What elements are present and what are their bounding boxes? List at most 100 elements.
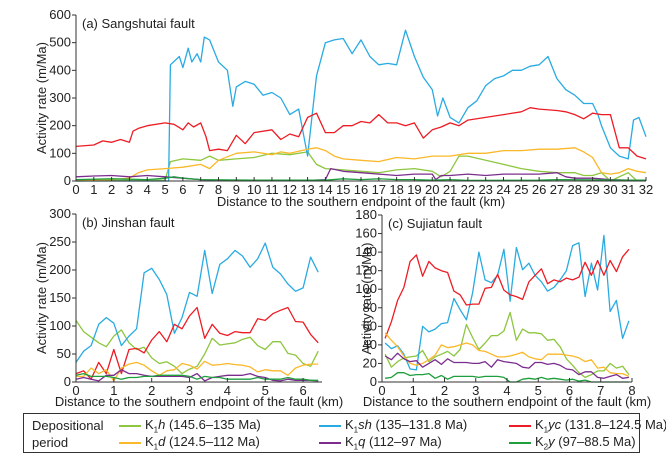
x-tick-label-a: 30 <box>603 182 617 197</box>
x-tick-label-b: 1 <box>110 383 117 398</box>
x-axis-label-a: Distance to the southern endpoint of the… <box>217 194 505 209</box>
y-tick-label-c: 160 <box>355 226 377 241</box>
y-tick-label-b: 150 <box>49 290 71 305</box>
x-axis-label-b: Distance to the southern endpoint of the… <box>55 394 343 409</box>
x-tick-label-b: 6 <box>299 383 306 398</box>
x-tick-label-b: 5 <box>262 383 269 398</box>
x-tick-label-b: 2 <box>148 383 155 398</box>
legend-item-K2y: K2y (97–88.5 Ma) <box>509 434 636 452</box>
legend-swatch <box>319 441 341 444</box>
x-tick-label-a: 19 <box>407 182 421 197</box>
y-tick-label-a: 100 <box>49 145 71 160</box>
x-tick-label-a: 9 <box>233 182 240 197</box>
x-tick-label-a: 23 <box>478 182 492 197</box>
x-tick-label-a: 29 <box>585 182 599 197</box>
y-tick-label-a: 500 <box>49 35 71 50</box>
y-tick-label-b: 300 <box>49 206 71 221</box>
legend-label: K2y (97–88.5 Ma) <box>535 434 636 452</box>
x-tick-label-a: 26 <box>532 182 546 197</box>
legend-label: K1q (112–97 Ma) <box>345 434 442 452</box>
x-tick-label-c: 1 <box>410 383 417 398</box>
y-tick-label-b: 0 <box>64 374 71 389</box>
y-tick-label-c: 100 <box>355 281 377 296</box>
y-tick-label-c: 40 <box>363 337 377 352</box>
legend-label: K1yc (131.8–124.5 Ma) <box>535 417 666 435</box>
y-tick-label-a: 400 <box>49 62 71 77</box>
y-tick-label-c: 80 <box>363 300 377 315</box>
y-tick-label-c: 120 <box>355 263 377 278</box>
y-axis-label-c: Activity rate (m/Ma) <box>359 243 374 355</box>
series-line-a-K2y <box>75 176 647 182</box>
series-line-b-K1sh <box>75 242 319 363</box>
x-tick-label-a: 17 <box>372 182 386 197</box>
legend-item-K1q: K1q (112–97 Ma) <box>319 434 442 452</box>
x-tick-label-a: 24 <box>496 182 510 197</box>
x-tick-label-a: 4 <box>144 182 151 197</box>
legend-swatch <box>119 424 141 427</box>
y-tick-label-c: 180 <box>355 207 377 222</box>
legend: Depositional period K1h (145.6–135 Ma) K1… <box>23 413 666 453</box>
legend-swatch <box>509 424 531 427</box>
legend-header-line1: Depositional <box>32 418 104 433</box>
x-tick-label-a: 12 <box>283 182 297 197</box>
x-tick-label-b: 3 <box>186 383 193 398</box>
x-tick-label-a: 31 <box>621 182 635 197</box>
x-axis-label-c: Distance to the southern endpoint of the… <box>363 394 651 409</box>
legend-label: K1sh (135–131.8 Ma) <box>345 417 468 435</box>
x-tick-label-a: 14 <box>318 182 332 197</box>
y-tick-label-c: 60 <box>363 318 377 333</box>
x-tick-label-a: 6 <box>179 182 186 197</box>
x-tick-label-a: 32 <box>639 182 653 197</box>
legend-label: K1d (124.5–112 Ma) <box>145 434 260 452</box>
legend-swatch <box>509 441 531 444</box>
y-tick-label-b: 100 <box>49 318 71 333</box>
panel-title-b: (b) Jinshan fault <box>82 215 175 230</box>
x-tick-label-a: 28 <box>568 182 582 197</box>
legend-header-line2: period <box>32 435 69 450</box>
series-line-a-K1sh <box>76 29 647 182</box>
x-tick-label-a: 2 <box>108 182 115 197</box>
x-tick-label-a: 15 <box>336 182 350 197</box>
x-tick-label-a: 7 <box>197 182 204 197</box>
panel-title-c: (c) Sujiatun fault <box>388 216 482 231</box>
x-tick-label-c: 0 <box>378 383 385 398</box>
x-tick-label-c: 7 <box>597 383 604 398</box>
legend-item-K1sh: K1sh (135–131.8 Ma) <box>319 417 467 435</box>
x-tick-label-c: 5 <box>535 383 542 398</box>
series-line-b-K2y <box>75 372 319 381</box>
y-axis-label-b: Activity rate (m/Ma) <box>34 242 49 354</box>
y-tick-label-c: 140 <box>355 244 377 259</box>
series-line-b-K1d <box>76 360 319 382</box>
x-tick-label-a: 0 <box>72 182 79 197</box>
x-tick-label-c: 6 <box>566 383 573 398</box>
legend-header: Depositional period <box>32 417 104 451</box>
x-tick-label-c: 4 <box>503 383 510 398</box>
y-tick-label-b: 250 <box>49 234 71 249</box>
y-tick-label-a: 0 <box>64 173 71 188</box>
series-line-c-K1yc <box>384 248 630 339</box>
y-tick-label-b: 50 <box>57 346 71 361</box>
x-tick-label-a: 8 <box>215 182 222 197</box>
x-tick-label-a: 5 <box>161 182 168 197</box>
y-tick-label-a: 200 <box>49 118 71 133</box>
x-tick-label-a: 11 <box>265 182 279 197</box>
y-tick-label-a: 300 <box>49 90 71 105</box>
legend-swatch <box>119 441 141 444</box>
legend-label: K1h (145.6–135 Ma) <box>145 417 261 435</box>
series-line-b-K1yc <box>75 306 319 380</box>
x-tick-label-a: 27 <box>550 182 564 197</box>
legend-item-K1d: K1d (124.5–112 Ma) <box>119 434 260 452</box>
x-tick-label-b: 0 <box>72 383 79 398</box>
x-tick-label-a: 1 <box>90 182 97 197</box>
x-tick-label-a: 22 <box>461 182 475 197</box>
x-tick-label-a: 13 <box>300 182 314 197</box>
y-axis-label-a: Activity rate (m/Ma) <box>34 42 49 154</box>
x-tick-label-a: 25 <box>514 182 528 197</box>
x-tick-label-c: 3 <box>472 383 479 398</box>
x-tick-label-a: 10 <box>247 182 261 197</box>
series-line-a-K1h <box>75 151 638 182</box>
legend-item-K1h: K1h (145.6–135 Ma) <box>119 417 261 435</box>
series-line-b-K1h <box>75 320 319 375</box>
x-tick-label-a: 16 <box>354 182 368 197</box>
